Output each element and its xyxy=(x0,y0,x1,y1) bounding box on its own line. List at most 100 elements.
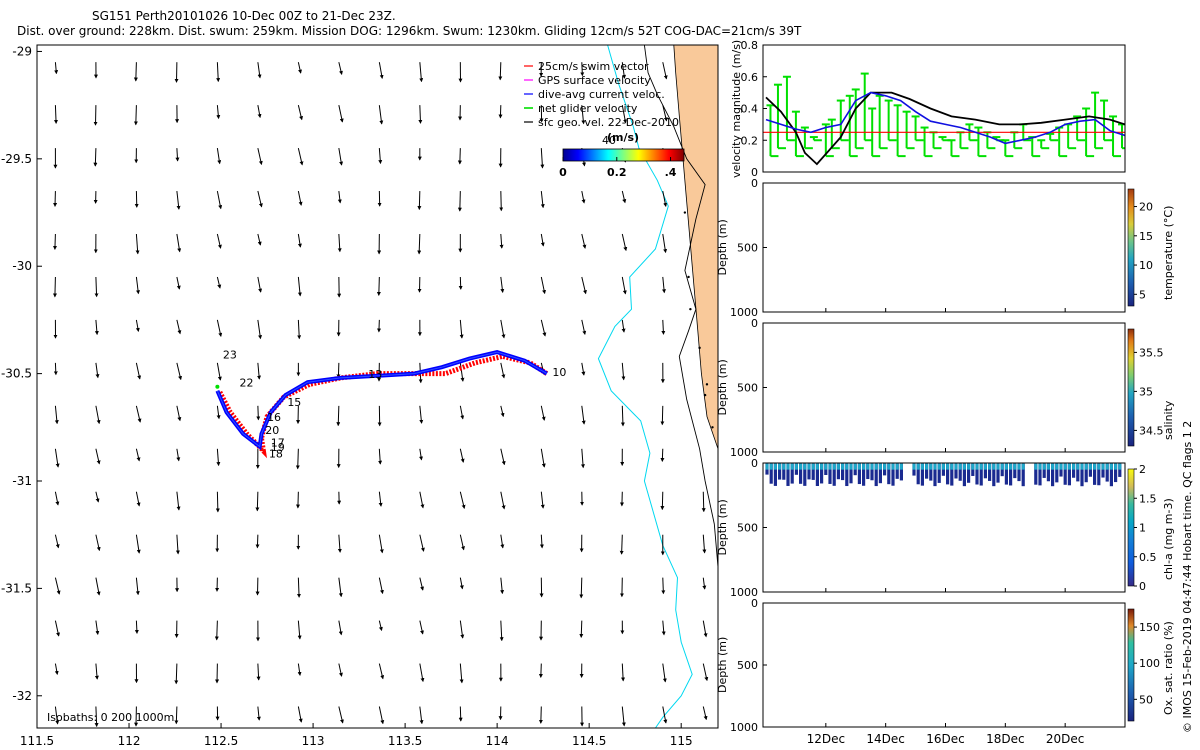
chla-surface-mark xyxy=(958,463,962,470)
isobath-200m xyxy=(597,45,693,728)
geo-velocity-arrow xyxy=(297,620,302,640)
geo-velocity-arrow xyxy=(499,233,504,249)
geo-velocity-arrow xyxy=(52,276,57,298)
geo-velocity-arrow xyxy=(135,448,141,462)
chla-surface-mark xyxy=(1084,463,1088,470)
legend-item-net: net glider velocity xyxy=(524,102,638,115)
temperature-y-tick-label: 1000 xyxy=(730,306,758,319)
geo-velocity-arrow xyxy=(621,663,626,682)
chla-surface-mark xyxy=(1042,463,1046,470)
track-day-label: 13 xyxy=(368,368,382,381)
geo-velocity-arrow xyxy=(662,105,668,122)
chla-colorbar-tick-label: 1.5 xyxy=(1139,492,1157,505)
geo-velocity-arrow xyxy=(418,105,423,124)
chla-surface-mark xyxy=(916,463,920,470)
geo-velocity-arrow xyxy=(378,534,384,554)
geo-velocity-arrow xyxy=(621,233,628,252)
geo-velocity-arrow xyxy=(459,620,465,639)
salinity-y-tick-label: 500 xyxy=(737,382,758,395)
date-tick-label: 20Dec xyxy=(1046,732,1085,746)
geo-velocity-arrow xyxy=(135,577,140,596)
geo-velocity-arrow xyxy=(53,233,58,250)
oxygen-colorbar xyxy=(1127,608,1135,722)
legend-item-swim: 25cm/s swim vector xyxy=(524,60,649,73)
temperature-ylabel: Depth (m) xyxy=(716,219,729,275)
geo-velocity-arrow xyxy=(419,448,423,461)
chla-surface-mark xyxy=(1109,463,1113,470)
velocity-panel: 0 0.2 0.4 0.6 0.8 velocity magnitude (m/s) xyxy=(730,39,1126,179)
geo-velocity-arrow xyxy=(419,62,424,83)
geo-velocity-arrow xyxy=(135,233,140,255)
chla-colorbar xyxy=(1127,468,1135,587)
geo-velocity-arrow xyxy=(297,62,302,74)
chla-y-tick-label: 0 xyxy=(751,457,758,470)
map-y-tick-label: -30 xyxy=(12,259,32,273)
geo-velocity-arrow xyxy=(459,405,465,420)
velocity-y-tick-label: 0.4 xyxy=(741,103,759,116)
geo-velocity-arrow xyxy=(54,448,60,468)
geo-velocity-arrow xyxy=(54,534,60,549)
geo-velocity-arrow xyxy=(579,620,584,638)
chla-surface-mark xyxy=(954,463,958,470)
speed-colorbar-tick-label: 0.2 xyxy=(607,166,627,179)
chla-surface-mark xyxy=(1067,463,1071,470)
geo-velocity-arrow xyxy=(338,663,343,677)
geo-velocity-arrow xyxy=(419,534,425,552)
geo-velocity-arrow xyxy=(135,319,140,332)
chla-surface-mark xyxy=(815,463,819,470)
geo-velocity-arrow xyxy=(500,405,505,418)
chla-colorbar-tick-label: 2 xyxy=(1139,463,1146,476)
geo-velocity-arrow xyxy=(419,620,424,635)
chla-surface-mark xyxy=(862,463,866,470)
geo-velocity-arrow xyxy=(338,706,344,724)
geo-velocity-arrow xyxy=(256,706,261,721)
geo-velocity-arrow xyxy=(255,491,260,512)
chla-surface-mark xyxy=(937,463,941,470)
geo-velocity-arrow xyxy=(216,148,222,165)
chla-colorbar-tick-label: 0 xyxy=(1139,580,1146,593)
geo-velocity-arrow xyxy=(257,147,263,166)
chla-surface-mark xyxy=(853,463,857,470)
geo-velocity-arrow xyxy=(257,362,262,380)
geo-velocity-arrow xyxy=(257,276,263,293)
geo-velocity-arrow xyxy=(174,663,179,685)
geo-velocity-arrow xyxy=(661,577,666,595)
geo-velocity-arrow xyxy=(662,663,667,683)
geo-velocity-arrow xyxy=(94,276,99,298)
chla-colorbar-tick-label: 0.5 xyxy=(1139,551,1157,564)
chla-surface-mark xyxy=(845,463,849,470)
geo-velocity-arrow xyxy=(378,105,384,125)
map-x-tick-label: 112 xyxy=(118,734,141,748)
chla-surface-mark xyxy=(866,463,870,470)
geo-velocity-arrow xyxy=(216,448,221,467)
island-dot xyxy=(687,275,690,279)
geo-velocity-arrow xyxy=(500,534,505,549)
oxygen-y-tick-label: 0 xyxy=(751,597,758,610)
map-x-tick-label: 115 xyxy=(670,734,693,748)
speed-colorbar-ticks: 0 0.2 .4 xyxy=(559,157,677,179)
chla-surface-mark xyxy=(950,463,954,470)
geo-velocity-arrow xyxy=(54,577,61,595)
legend-geo-label: sfc geo. vel. 22-Dec-2010 xyxy=(538,116,679,129)
geo-velocity-arrow xyxy=(419,491,425,509)
chla-surface-mark xyxy=(824,463,828,470)
temperature-colorbar-tick-label: 5 xyxy=(1139,288,1146,301)
temperature-section-panel: 0 500 1000 Depth (m) 5 10 15 20 temperature (°C) xyxy=(716,177,1175,319)
geo-velocity-arrow xyxy=(459,362,465,382)
chla-surface-mark xyxy=(794,463,798,470)
map-y-tick-label: -32 xyxy=(12,689,32,703)
chla-surface-mark xyxy=(820,463,824,470)
geo-velocity-arrow xyxy=(216,190,223,210)
geo-velocity-arrow xyxy=(216,405,221,420)
geo-velocity-arrow xyxy=(257,233,262,246)
geo-velocity-arrow xyxy=(702,577,707,590)
map-x-tick-label: 111.5 xyxy=(20,734,54,748)
chla-surface-mark xyxy=(857,463,861,470)
chla-section-panel: 0 500 1000 Depth (m) 0 0.5 1 1.5 2 chl-a (mg m-3) xyxy=(716,457,1175,599)
geo-velocity-arrow xyxy=(176,362,183,381)
geo-velocity-arrow xyxy=(620,405,625,427)
track-day-label: 17 xyxy=(271,437,285,450)
geo-velocity-arrow xyxy=(176,319,182,335)
geo-velocity-arrow xyxy=(93,148,98,167)
